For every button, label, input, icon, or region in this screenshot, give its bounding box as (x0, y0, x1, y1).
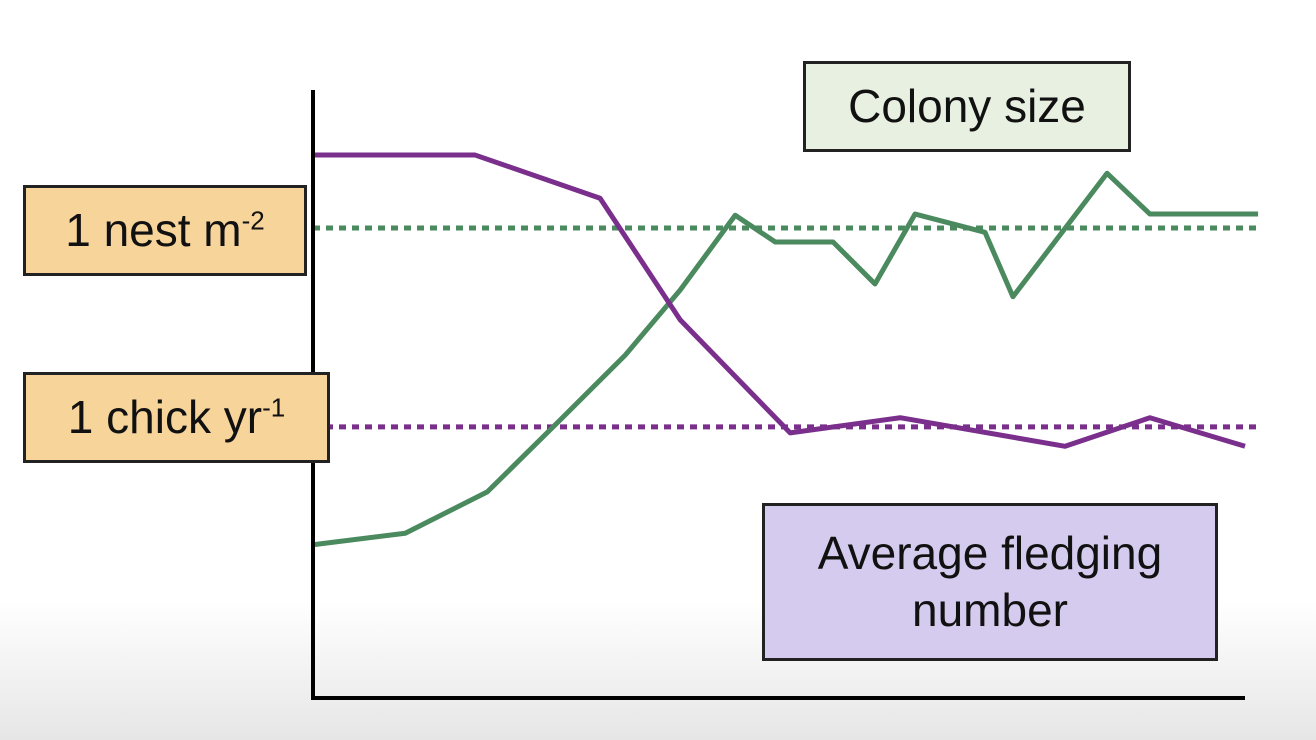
ref-label-chick-sup: -1 (262, 392, 286, 423)
ref-label-chick-text: 1 chick yr (67, 390, 263, 443)
ref-label-chick-rate: 1 chick yr-1 (23, 372, 330, 463)
legend-colony-text: Colony size (848, 79, 1086, 132)
ref-label-nest-sup: -2 (241, 205, 265, 236)
ref-label-nest-text: 1 nest m (65, 203, 242, 256)
legend-fledging: Average fledging number (762, 503, 1218, 661)
series-line-0 (312, 170, 1259, 548)
ref-label-nest-density: 1 nest m-2 (23, 185, 307, 276)
series-line-1 (313, 152, 1246, 449)
legend-fledging-line1: Average fledging (817, 526, 1163, 579)
legend-colony-size: Colony size (803, 61, 1131, 152)
legend-fledging-line2: number (912, 584, 1068, 636)
